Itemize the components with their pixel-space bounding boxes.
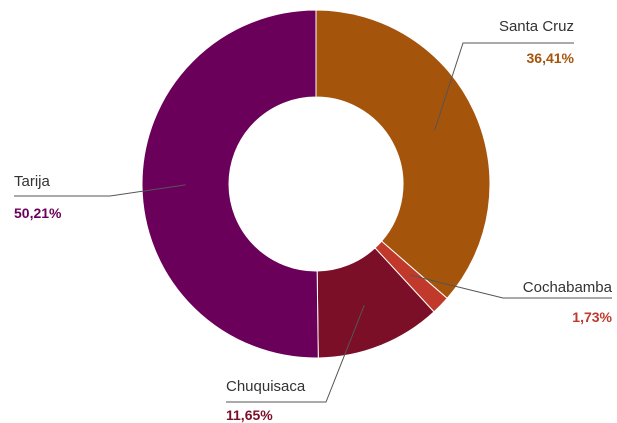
slice-tarija: [141, 9, 319, 359]
donut-labels: Santa Cruz 36,41% Cochabamba 1,73% Chuquisac…: [14, 18, 613, 423]
label-value-santa-cruz: 36,41%: [527, 50, 575, 66]
label-value-cochabamba: 1,73%: [572, 309, 612, 325]
label-value-tarija: 50,21%: [14, 205, 62, 221]
leader-line-tarija: [14, 184, 186, 197]
leader-line-santa-cruz: [434, 42, 574, 131]
donut-slices: [141, 9, 491, 359]
label-name-tarija: Tarija: [14, 173, 51, 190]
slice-santa-cruz: [315, 9, 491, 300]
leader-line-cochabamba: [409, 274, 612, 299]
label-name-chuquisaca: Chuquisaca: [226, 378, 306, 395]
label-name-santa-cruz: Santa Cruz: [499, 18, 574, 35]
label-value-chuquisaca: 11,65%: [226, 407, 273, 423]
leader-line-chuquisaca: [226, 305, 365, 403]
label-name-cochabamba: Cochabamba: [523, 279, 613, 296]
